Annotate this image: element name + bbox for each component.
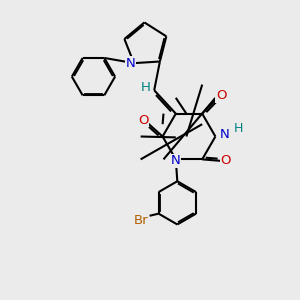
Text: N: N [220, 128, 230, 142]
Text: H: H [234, 122, 244, 135]
Text: H: H [141, 81, 151, 94]
Text: O: O [220, 154, 231, 167]
Text: O: O [138, 113, 149, 127]
Text: N: N [220, 128, 230, 142]
Text: Br: Br [134, 214, 149, 227]
Text: N: N [171, 154, 181, 167]
Text: N: N [126, 57, 136, 70]
Text: O: O [216, 89, 227, 102]
